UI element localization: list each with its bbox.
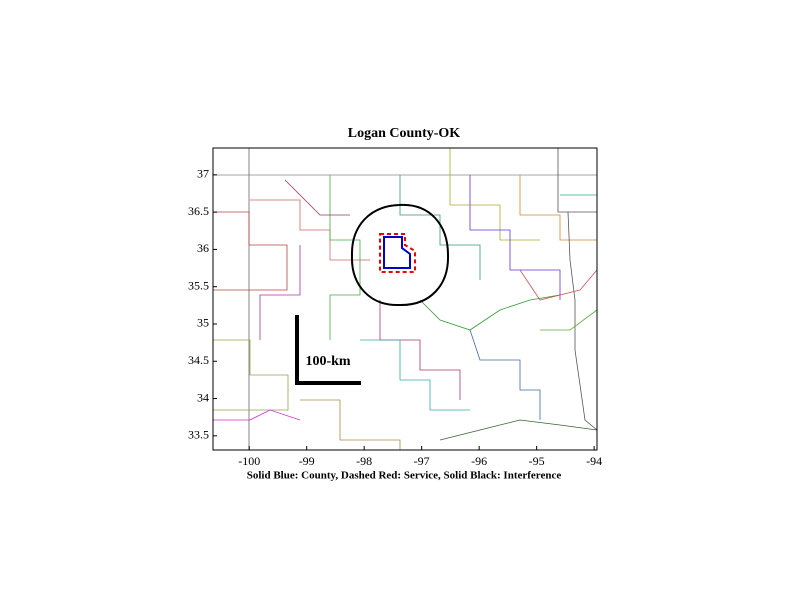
x-tick-label: -95	[529, 454, 545, 468]
x-tick-label: -98	[356, 454, 372, 468]
plot-frame	[212, 147, 598, 451]
service-contour	[379, 233, 416, 273]
chart-title: Logan County-OK	[348, 126, 461, 141]
scale-label: 100-km	[305, 354, 350, 369]
x-tick-label: -99	[299, 454, 315, 468]
y-tick-label: 36.5	[188, 204, 209, 218]
y-tick-label: 34	[197, 390, 209, 404]
x-tick-label: -94	[586, 454, 602, 468]
county-boundary	[383, 236, 411, 269]
x-axis-label: Solid Blue: County, Dashed Red: Service,…	[247, 470, 562, 482]
y-tick-label: 37	[197, 167, 209, 181]
y-tick-label: 36	[197, 241, 209, 255]
y-tick-label: 34.5	[188, 353, 209, 367]
scale-bar	[295, 315, 361, 385]
x-tick-label: -96	[471, 454, 487, 468]
scale-label-bg	[299, 351, 357, 373]
y-tick-label: 35.5	[188, 278, 209, 292]
y-tick-label: 35	[197, 316, 209, 330]
y-tick-label: 33.5	[188, 428, 209, 442]
x-tick-label: -97	[414, 454, 430, 468]
county-boundaries	[213, 148, 598, 450]
x-tick-label: -100	[238, 454, 260, 468]
interference-contour	[350, 203, 450, 307]
